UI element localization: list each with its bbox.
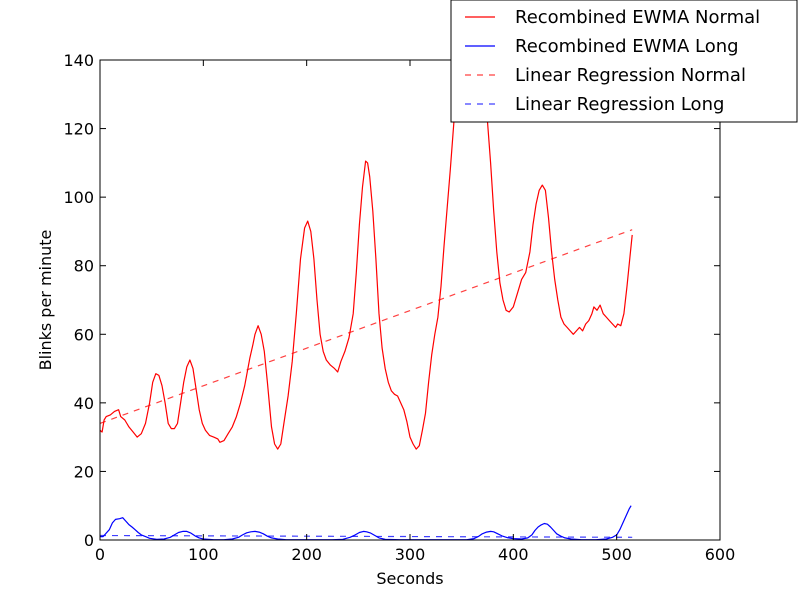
x-tick-label: 0 — [95, 545, 105, 564]
legend-label: Recombined EWMA Normal — [515, 7, 760, 28]
series-line-2 — [100, 229, 633, 424]
y-tick-label: 20 — [74, 462, 94, 481]
y-tick-label: 140 — [63, 51, 94, 70]
series-line-3 — [100, 534, 633, 538]
legend-label: Recombined EWMA Long — [515, 36, 739, 57]
x-axis-title: Seconds — [376, 569, 443, 588]
legend-label: Linear Regression Long — [515, 94, 724, 115]
legend-label: Linear Regression Normal — [515, 65, 746, 86]
y-axis-title: Blinks per minute — [36, 230, 55, 371]
x-tick-label: 600 — [705, 545, 736, 564]
legend: Recombined EWMA Normal Recombined EWMA Lo… — [450, 0, 798, 123]
x-tick-label: 300 — [395, 545, 426, 564]
series-line-0 — [100, 60, 633, 450]
ticks-layer: 0 100 200 300 400 500 600 0 20 40 60 80 100 120 140 — [63, 51, 735, 564]
y-tick-label: 40 — [74, 394, 94, 413]
x-tick-label: 500 — [601, 545, 632, 564]
y-tick-label: 0 — [84, 531, 94, 550]
x-tick-label: 100 — [188, 545, 219, 564]
y-tick-label: 100 — [63, 188, 94, 207]
plot-area — [100, 60, 720, 540]
y-tick-label: 80 — [74, 257, 94, 276]
y-tick-label: 120 — [63, 120, 94, 139]
x-tick-label: 400 — [498, 545, 529, 564]
x-tick-label: 200 — [291, 545, 322, 564]
series-layer — [100, 60, 633, 540]
y-tick-label: 60 — [74, 325, 94, 344]
legend-box — [450, 0, 798, 123]
